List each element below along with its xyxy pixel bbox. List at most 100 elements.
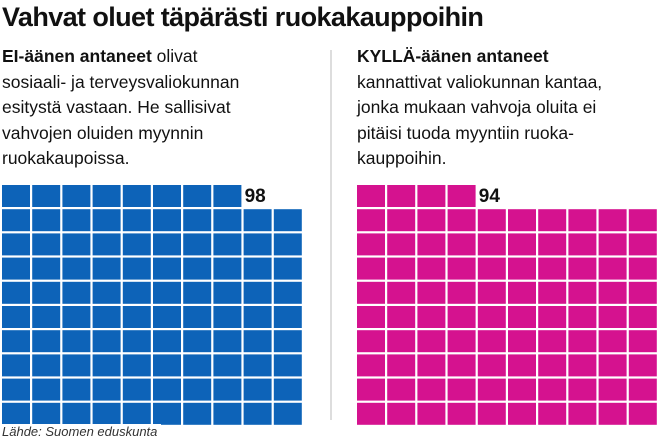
waffle-cell — [2, 185, 30, 207]
waffle-cell — [568, 209, 597, 232]
waffle-cell — [92, 209, 121, 232]
waffle-cell — [153, 185, 181, 207]
waffle-cell — [32, 233, 61, 256]
waffle-cell — [273, 233, 302, 256]
waffle-cell — [357, 209, 385, 232]
waffle-cell — [122, 330, 151, 353]
desc-text: kannattivat valiokunnan kantaa, — [357, 71, 603, 92]
waffle-cell — [477, 402, 506, 425]
waffle-cell — [538, 378, 567, 401]
waffle-cell — [153, 330, 181, 353]
waffle-cell — [153, 257, 181, 280]
waffle-cell — [2, 402, 30, 425]
waffle-cell — [62, 330, 91, 353]
waffle-cell — [387, 257, 416, 280]
waffle-cell — [153, 233, 181, 256]
waffle-cell — [568, 402, 597, 425]
waffle-cell — [628, 306, 657, 328]
waffle-cell — [477, 330, 506, 353]
waffle-cell — [273, 209, 302, 232]
waffle-cell — [183, 257, 212, 280]
waffle-cell — [213, 185, 242, 207]
waffle-cell — [538, 233, 567, 256]
waffle-cell — [598, 306, 627, 328]
waffle-cell — [628, 354, 657, 377]
waffle-cell — [628, 402, 657, 425]
waffle-cell — [508, 378, 536, 401]
waffle-cell — [62, 209, 91, 232]
waffle-cell — [417, 378, 446, 401]
waffle-cell — [538, 257, 567, 280]
desc-text: esitystä vastaan. He sallisivat — [2, 97, 231, 117]
waffle-cell — [273, 257, 302, 280]
waffle-cell — [92, 306, 121, 328]
description: EI-äänen antaneet olivat sosiaali- ja te… — [2, 44, 239, 172]
desc-text: vahvojen oluiden myynnin — [2, 122, 204, 143]
desc-text: ruokakaupoissa. — [2, 148, 130, 168]
description: KYLLÄ-äänen antaneet kannattivat valioku… — [357, 44, 602, 172]
waffle-cell — [92, 257, 121, 280]
waffle-cell — [477, 306, 506, 328]
waffle-cell — [122, 209, 151, 232]
desc-text: jonka mukaan vahvoja oluita ei — [357, 97, 597, 117]
waffle-cell — [417, 185, 446, 207]
waffle-cell — [213, 306, 242, 328]
waffle-cell — [92, 281, 121, 304]
waffle-cell — [183, 281, 212, 304]
waffle-cell — [2, 257, 30, 280]
waffle-cell — [122, 233, 151, 256]
waffle-cell — [538, 281, 567, 304]
waffle-cell — [273, 378, 302, 401]
waffle-cell — [477, 354, 506, 377]
waffle-cell — [477, 378, 506, 401]
waffle-cell — [92, 233, 121, 256]
desc-line: EI-äänen antaneet olivat — [2, 44, 239, 70]
waffle-cell — [2, 378, 30, 401]
waffle-cell — [357, 233, 385, 256]
waffle-cell — [447, 209, 476, 232]
waffle-cell — [62, 306, 91, 328]
waffle-cell — [387, 330, 416, 353]
waffle-cell — [598, 281, 627, 304]
heading: EI-äänen antaneet — [2, 46, 152, 66]
waffle-cell — [183, 185, 212, 207]
value-label: 98 — [245, 186, 266, 207]
source: Lähde: Suomen eduskunta — [2, 424, 162, 439]
waffle-cell — [92, 402, 121, 425]
waffle-cell — [447, 185, 476, 207]
waffle-cell — [273, 330, 302, 353]
waffle-cell — [273, 306, 302, 328]
waffle-cell — [273, 402, 302, 425]
waffle-cell — [122, 354, 151, 377]
waffle-cell — [32, 354, 61, 377]
waffle-cell — [153, 306, 181, 328]
waffle-cell — [357, 281, 385, 304]
waffle-cell — [153, 402, 181, 425]
waffle-cell — [477, 281, 506, 304]
waffle-cell — [32, 281, 61, 304]
waffle-cell — [508, 330, 536, 353]
waffle-cell — [357, 257, 385, 280]
waffle-cell — [387, 185, 416, 207]
waffle-cell — [508, 281, 536, 304]
waffle-cell — [273, 354, 302, 377]
waffle-cell — [122, 378, 151, 401]
waffle-cell — [213, 378, 242, 401]
waffle-cell — [477, 233, 506, 256]
waffle-cell — [447, 281, 476, 304]
waffle-cell — [122, 306, 151, 328]
waffle-cell — [417, 233, 446, 256]
waffle-cell — [213, 354, 242, 377]
waffle-cell — [62, 257, 91, 280]
waffle-cell — [447, 354, 476, 377]
waffle-cell — [32, 306, 61, 328]
waffle-cell — [32, 209, 61, 232]
waffle-cell — [92, 330, 121, 353]
waffle-cell — [568, 281, 597, 304]
waffle-cell — [628, 233, 657, 256]
waffle-cell — [62, 402, 91, 425]
waffle-cell — [568, 378, 597, 401]
waffle-cell — [628, 281, 657, 304]
waffle-cell — [62, 378, 91, 401]
waffle-cell — [183, 330, 212, 353]
